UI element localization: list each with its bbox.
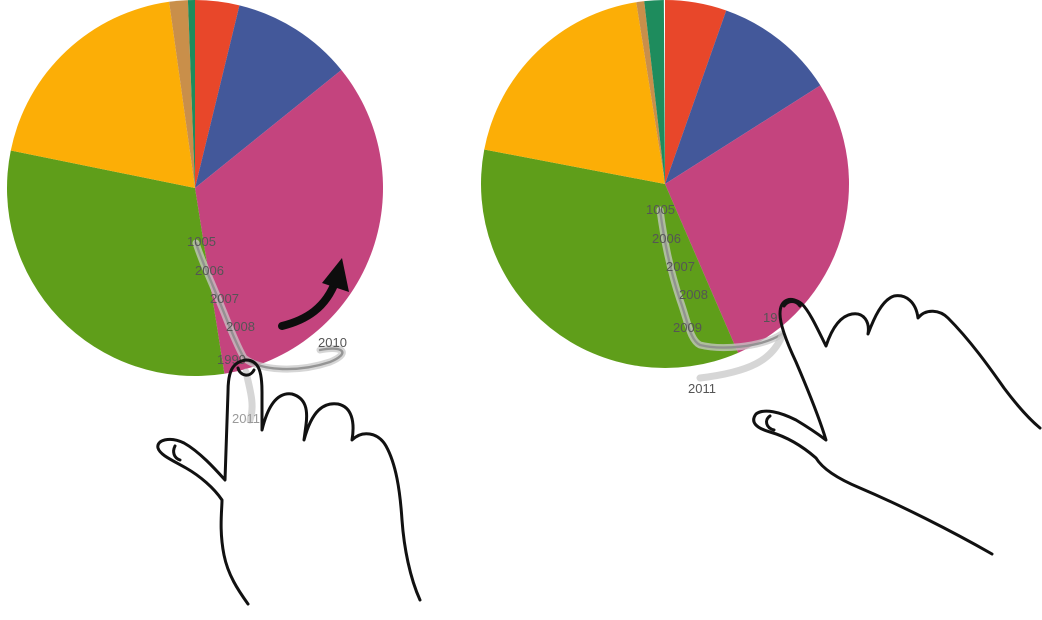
left-pie-slice-blue[interactable]: [195, 5, 342, 188]
left-pie-slice-orange[interactable]: [10, 1, 196, 189]
left-year-label: 2011: [232, 411, 260, 426]
left-year-label: 1005: [187, 234, 216, 249]
left-year-label: 2008: [226, 319, 255, 334]
right-panel: 1005 2006 2007 2008 2009 19 2011: [480, 0, 1042, 556]
right-pie-slice-magenta[interactable]: [665, 85, 850, 353]
right-pie-slice-red[interactable]: [665, 0, 727, 184]
left-year-label: 2010: [318, 335, 347, 350]
right-year-label: 2006: [652, 231, 681, 246]
left-pie-chart[interactable]: [7, 0, 384, 377]
left-year-label: 2006: [195, 263, 224, 278]
rotate-arrow-icon: [278, 258, 349, 330]
right-year-label: 1005: [646, 202, 675, 217]
right-pie-chart[interactable]: [480, 0, 850, 369]
right-year-trail: [656, 206, 786, 382]
left-hand-icon: [156, 358, 422, 606]
right-year-label: 19: [763, 310, 777, 325]
left-pie-slice-green[interactable]: [7, 150, 225, 377]
left-panel: 1005 2006 2007 2008 1999 2010 2011: [7, 0, 422, 606]
right-year-label: 2009: [673, 320, 702, 335]
left-year-label: 2007: [210, 291, 239, 306]
right-year-label: 2007: [666, 259, 695, 274]
left-pie-slice-tan[interactable]: [169, 0, 195, 188]
left-pie-slice-red[interactable]: [195, 0, 240, 188]
left-pie-slice-teal[interactable]: [187, 0, 195, 188]
right-hand-icon: [752, 294, 1042, 556]
right-pie-slice-blue[interactable]: [665, 10, 821, 184]
right-year-label: 2011: [688, 381, 716, 396]
right-year-label: 2008: [679, 287, 708, 302]
right-pie-slice-orange[interactable]: [484, 2, 665, 184]
right-pie-slice-green[interactable]: [480, 149, 739, 369]
left-pie-slice-magenta[interactable]: [195, 69, 384, 374]
right-pie-slice-teal[interactable]: [644, 0, 665, 184]
right-pie-slice-tan[interactable]: [636, 1, 665, 185]
